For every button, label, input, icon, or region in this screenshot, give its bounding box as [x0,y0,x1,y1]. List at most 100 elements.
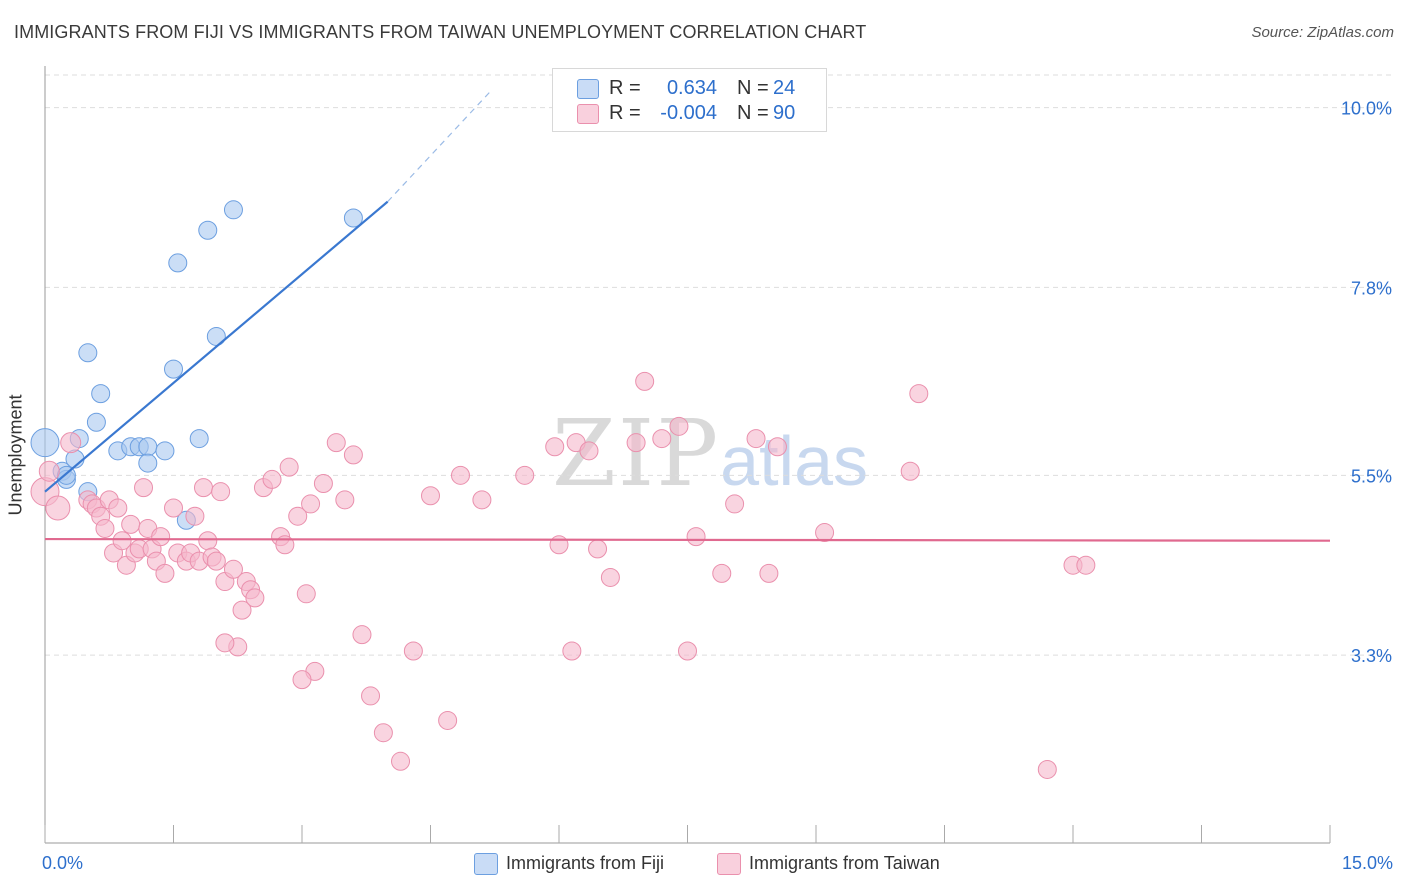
legend-taiwan-label: Immigrants from Taiwan [749,853,940,873]
watermark: ZIPatlas [552,400,868,507]
taiwan-point [438,710,458,730]
taiwan-point [472,490,492,510]
x-tick-label: 0.0% [42,853,83,873]
taiwan-point [326,433,346,453]
taiwan-point [361,686,381,706]
taiwan-point [288,506,308,526]
fiji-point [164,359,183,379]
watermark-zip: ZIP [552,400,721,507]
fiji-point [91,384,111,404]
r-label: R = [609,77,641,99]
taiwan-point [579,441,599,461]
y-tick-label: 10.0% [1341,99,1392,119]
y-tick-label: 7.8% [1351,278,1392,298]
n-value: 90 [773,102,796,124]
taiwan-point [292,670,312,690]
taiwan-point [121,514,141,534]
taiwan-trend-line [44,537,1331,542]
r-value: 0.634 [666,77,717,99]
taiwan-point [626,433,646,453]
taiwan-point [164,498,183,518]
legend-fiji-swatch [474,853,498,875]
taiwan-point [686,527,706,547]
taiwan-point [725,494,745,514]
taiwan-swatch [577,104,599,124]
taiwan-point [232,600,252,620]
taiwan-point [60,432,82,454]
taiwan-point [900,461,920,481]
y-axis-label: Unemployment [5,394,26,516]
taiwan-point [193,478,213,498]
fiji-point [138,453,158,473]
taiwan-point [198,531,218,551]
taiwan-point [669,416,689,436]
taiwan-point [678,641,697,661]
fiji-point [168,253,188,273]
taiwan-point [38,460,60,482]
fiji-point [86,412,106,432]
taiwan-point [515,465,535,485]
taiwan-point [185,506,205,526]
taiwan-point [95,518,115,538]
taiwan-point [279,457,299,477]
r-value: -0.004 [660,102,717,124]
taiwan-point [450,465,470,485]
taiwan-point [112,531,132,551]
taiwan-point [262,469,282,489]
taiwan-point [245,588,265,608]
taiwan-point [211,482,231,502]
taiwan-point [151,527,171,547]
fiji-point [189,429,209,449]
taiwan-point [391,751,411,771]
fiji-point [78,343,98,363]
correlation-stats-box: R = 0.634 N = 24 R = -0.004 N = 90 [552,68,827,132]
taiwan-point [562,641,582,661]
taiwan-point [352,625,372,645]
taiwan-point [296,584,316,604]
taiwan-point [421,486,440,506]
taiwan-point [108,498,128,518]
taiwan-point [45,495,71,521]
chart-legend: Immigrants from Fiji Immigrants from Tai… [0,852,1406,878]
taiwan-point [1037,759,1057,779]
source-credit: Source: ZipAtlas.com [1251,24,1394,41]
taiwan-point [373,723,393,743]
legend-taiwan-swatch [717,853,741,875]
n-value: 24 [773,77,796,99]
taiwan-point [301,494,321,514]
taiwan-point [313,474,333,494]
y-tick-label: 5.5% [1351,466,1392,486]
taiwan-point [215,633,235,653]
fiji-point [198,220,218,240]
fiji-point [343,208,363,228]
r-label: R = [609,102,641,124]
taiwan-point [1076,555,1096,575]
fiji-point [155,441,175,461]
taiwan-point [635,371,655,391]
taiwan-point [909,384,929,404]
fiji-point [223,200,243,220]
taiwan-point [759,563,779,583]
fiji-swatch [577,79,599,99]
fiji-trend-extension [387,90,491,203]
legend-fiji-label: Immigrants from Fiji [506,853,665,873]
y-tick-label: 3.3% [1351,646,1392,666]
taiwan-point [155,563,175,583]
taiwan-point [335,490,355,510]
taiwan-point [712,563,732,583]
taiwan-point [652,429,672,449]
watermark-atlas: atlas [720,422,869,500]
taiwan-point [588,539,608,559]
taiwan-point [223,559,243,579]
taiwan-point [206,551,226,571]
taiwan-point [549,535,569,555]
taiwan-point [134,478,154,498]
taiwan-point [767,437,787,457]
taiwan-point [545,437,565,457]
n-label: N = [737,77,769,99]
n-label: N = [737,102,769,124]
fiji-point [30,428,60,458]
taiwan-point [403,641,423,661]
chart-title: IMMIGRANTS FROM FIJI VS IMMIGRANTS FROM … [14,22,867,42]
